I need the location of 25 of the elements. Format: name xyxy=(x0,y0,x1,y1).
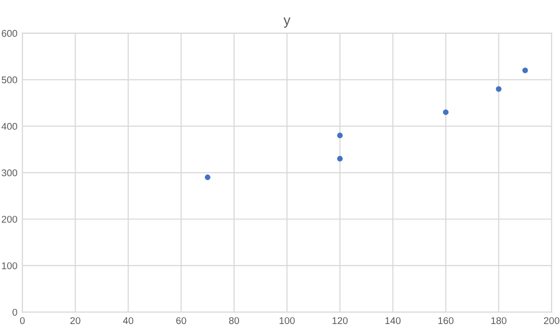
x-tick-label: 40 xyxy=(123,317,134,324)
chart-title: y xyxy=(284,18,290,28)
y-tick-label: 200 xyxy=(2,216,18,223)
x-tick-label: 80 xyxy=(229,317,240,324)
y-tick-label: 300 xyxy=(2,169,18,176)
x-tick-label: 20 xyxy=(70,317,80,324)
x-tick-label: 160 xyxy=(438,317,454,324)
point xyxy=(522,68,528,74)
point xyxy=(496,86,502,92)
point xyxy=(337,132,343,138)
x-tick-label: 0 xyxy=(20,317,25,324)
x-tick-label: 200 xyxy=(544,317,560,324)
y-tick-label: 600 xyxy=(2,30,18,37)
y-tick-label: 400 xyxy=(2,122,18,130)
x-tick-label: 180 xyxy=(491,317,506,324)
x-tick-label: 140 xyxy=(385,317,401,324)
point xyxy=(337,156,343,162)
x-tick-label: 100 xyxy=(280,317,295,324)
y-tick-label: 0 xyxy=(12,308,18,316)
x-tick-label: 60 xyxy=(176,317,186,324)
point xyxy=(204,174,210,180)
point xyxy=(442,109,449,115)
x-tick-label: 120 xyxy=(332,317,348,324)
y-tick-label: 500 xyxy=(2,76,18,84)
y-tick-label: 100 xyxy=(2,262,18,270)
